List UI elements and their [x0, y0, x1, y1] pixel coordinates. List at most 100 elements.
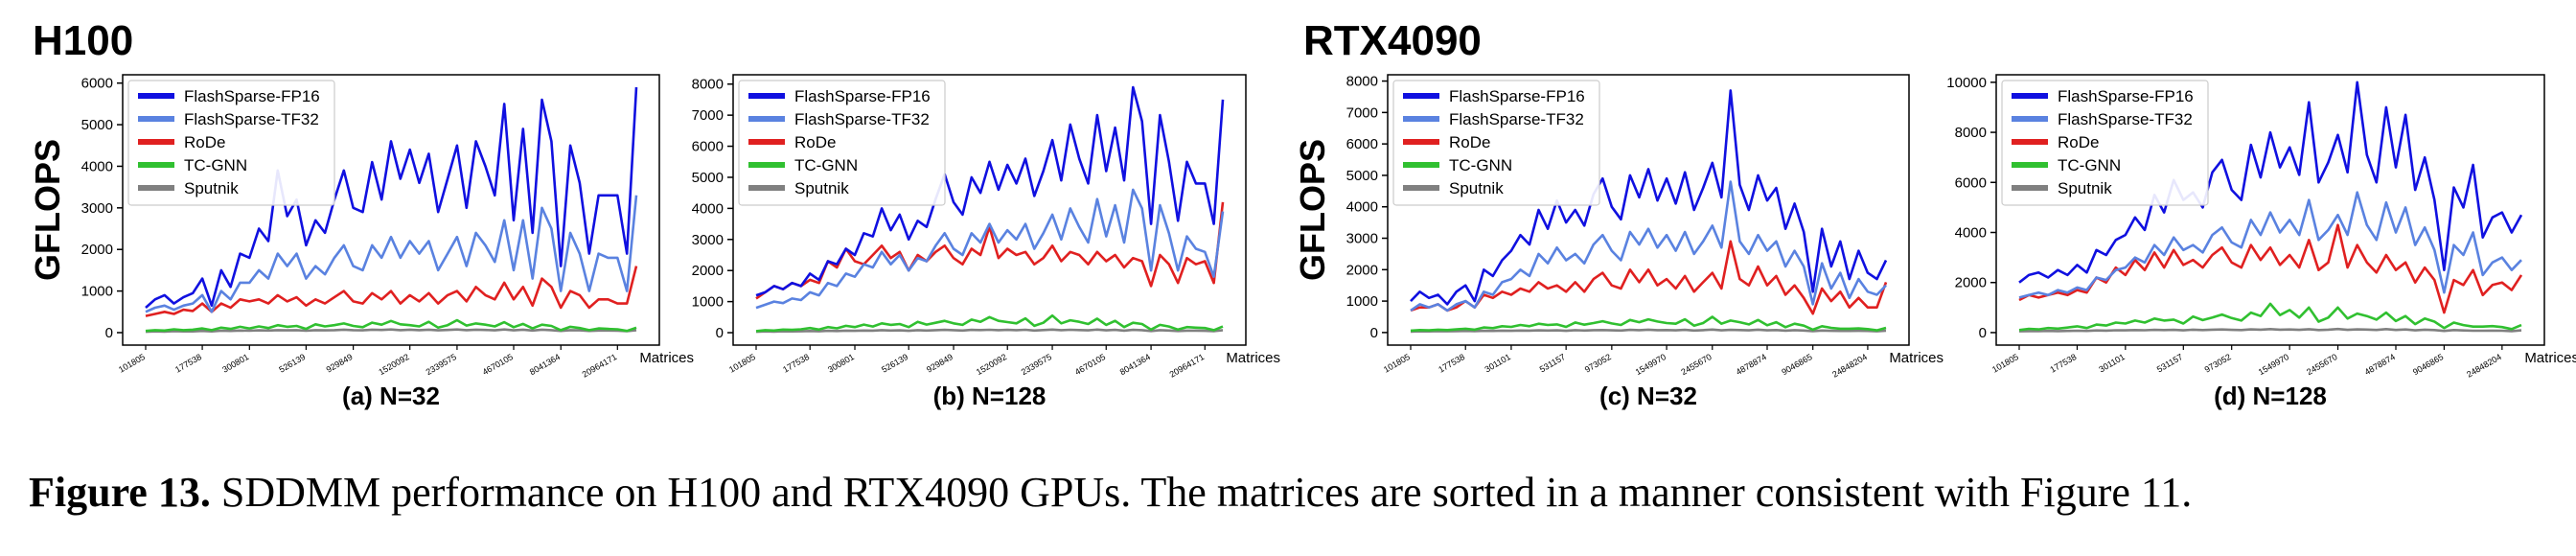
- legend-label: TC-GNN: [794, 156, 858, 174]
- y-tick-label: 8000: [692, 77, 724, 93]
- x-tick-label: 177538: [2048, 352, 2078, 375]
- x-tick-label: 1520092: [975, 352, 1008, 377]
- series-line-rode: [755, 201, 1225, 300]
- y-tick-label: 5000: [81, 117, 113, 133]
- x-tick-label: 531157: [1538, 352, 1567, 374]
- x-tick-label: 300801: [826, 352, 856, 375]
- x-tick-label: 4878874: [1735, 352, 1768, 377]
- y-tick-label: 3000: [692, 232, 724, 248]
- x-tick-label: 24848204: [1830, 352, 1869, 380]
- chart-subtitle: (d) N=128: [2214, 382, 2327, 410]
- y-tick-label: 5000: [692, 170, 724, 186]
- legend-label: Sputnik: [184, 179, 239, 197]
- y-tick-label: 0: [105, 325, 113, 341]
- x-tick-label: 8041364: [528, 352, 562, 377]
- y-tick-label: 4000: [1346, 199, 1378, 216]
- y-tick-label: 1000: [692, 294, 724, 311]
- x-tick-label: 2339575: [425, 352, 458, 377]
- gpu-title-rtx4090: RTX4090: [1303, 17, 1482, 64]
- x-tick-label: 4878874: [2363, 352, 2397, 377]
- series-line-tc-gnn: [1410, 315, 1887, 333]
- y-tick-label: 8000: [1346, 74, 1378, 90]
- x-tick-label: 301101: [1483, 352, 1511, 374]
- figure-caption: Figure 13. SDDMM performance on H100 and…: [29, 468, 2559, 517]
- y-tick-label: 2000: [1955, 275, 1987, 291]
- x-tick-label: 177538: [781, 352, 811, 375]
- y-tick-label: 7000: [692, 107, 724, 124]
- series-line-rode: [2018, 223, 2523, 314]
- series-line-flashsparse-tf32: [755, 188, 1225, 310]
- y-tick-label: 0: [1370, 325, 1378, 341]
- x-axis-label: Matrices: [2524, 350, 2576, 366]
- y-tick-label: 0: [1979, 325, 1987, 341]
- chart-subtitle: (a) N=32: [342, 382, 440, 410]
- y-tick-label: 10000: [1946, 75, 1987, 91]
- x-tick-label: 177538: [173, 352, 203, 375]
- x-tick-label: 9046865: [2411, 352, 2445, 377]
- y-tick-label: 2000: [81, 242, 113, 258]
- y-tick-label: 4000: [692, 200, 724, 217]
- series-line-sputnik: [755, 328, 1224, 334]
- x-axis-label: Matrices: [639, 350, 694, 366]
- y-tick-label: 0: [716, 325, 724, 341]
- series-line-tc-gnn: [2018, 302, 2522, 332]
- legend-label: Sputnik: [794, 179, 849, 197]
- legend-label: Sputnik: [1449, 179, 1504, 197]
- series-line-tc-gnn: [755, 313, 1224, 333]
- legend-label: TC-GNN: [1449, 156, 1512, 174]
- y-tick-label: 2000: [1346, 262, 1378, 278]
- legend-box: [127, 80, 335, 206]
- x-axis-label: Matrices: [1889, 350, 1944, 366]
- y-tick-label: 3000: [81, 200, 113, 217]
- x-tick-label: 300801: [220, 352, 250, 375]
- legend-label: RoDe: [1449, 133, 1490, 151]
- chart-subtitle: (c) N=32: [1599, 382, 1697, 410]
- y-tick-label: 1000: [81, 284, 113, 300]
- x-tick-label: 20964171: [581, 352, 619, 380]
- legend-label: RoDe: [184, 133, 225, 151]
- y-axis-label: GFLOPS: [28, 139, 67, 281]
- series-line-sputnik: [145, 328, 637, 334]
- series-line-flashsparse-fp16: [145, 86, 638, 309]
- legend-label: FlashSparse-TF32: [2058, 110, 2193, 128]
- x-tick-label: 929849: [925, 352, 954, 375]
- series-line-rode: [1410, 240, 1888, 315]
- chart-panel-3: 0 2000 4000 6000 8000 10000 101805 177538 301101…: [1946, 74, 2576, 410]
- series-line-flashsparse-fp16: [2018, 81, 2523, 284]
- legend-box: [1392, 80, 1600, 206]
- y-tick-label: 4000: [1955, 225, 1987, 242]
- x-tick-label: 531157: [2155, 352, 2184, 374]
- x-tick-label: 4670105: [481, 352, 515, 377]
- legend-label: Sputnik: [2058, 179, 2112, 197]
- series-line-flashsparse-tf32: [1410, 180, 1887, 313]
- y-tick-label: 2000: [692, 263, 724, 279]
- x-tick-label: 101805: [1382, 352, 1412, 375]
- y-tick-label: 8000: [1955, 125, 1987, 141]
- chart-subtitle: (b) N=128: [933, 382, 1046, 410]
- y-tick-label: 4000: [81, 158, 113, 174]
- x-tick-label: 1549970: [1634, 352, 1668, 377]
- x-tick-label: 101805: [117, 352, 147, 375]
- chart-panel-2: 0 1000 2000 3000 4000 5000 6000 7000 8000 101805 1…: [1293, 74, 1944, 410]
- x-tick-label: 1520092: [377, 352, 410, 377]
- legend-box: [738, 80, 946, 206]
- series-line-sputnik: [1410, 328, 1887, 334]
- caption-label: Figure 13.: [29, 469, 211, 516]
- x-tick-label: 2339575: [1020, 352, 1053, 377]
- x-tick-label: 20964171: [1168, 352, 1207, 380]
- y-tick-label: 6000: [692, 139, 724, 155]
- x-tick-label: 8041364: [1118, 352, 1152, 377]
- series-line-flashsparse-tf32: [2018, 191, 2522, 299]
- legend-label: FlashSparse-FP16: [1449, 87, 1585, 105]
- x-axis-label: Matrices: [1226, 350, 1280, 366]
- legend-label: TC-GNN: [2058, 156, 2121, 174]
- x-tick-label: 973052: [1583, 352, 1613, 375]
- x-tick-label: 24848204: [2465, 352, 2503, 380]
- x-tick-label: 1549970: [2257, 352, 2290, 377]
- y-tick-label: 6000: [81, 76, 113, 92]
- series-line-rode: [145, 266, 638, 317]
- x-tick-label: 4670105: [1073, 352, 1107, 377]
- legend-label: FlashSparse-TF32: [184, 110, 319, 128]
- y-tick-label: 6000: [1346, 136, 1378, 152]
- gpu-title-h100: H100: [33, 17, 134, 64]
